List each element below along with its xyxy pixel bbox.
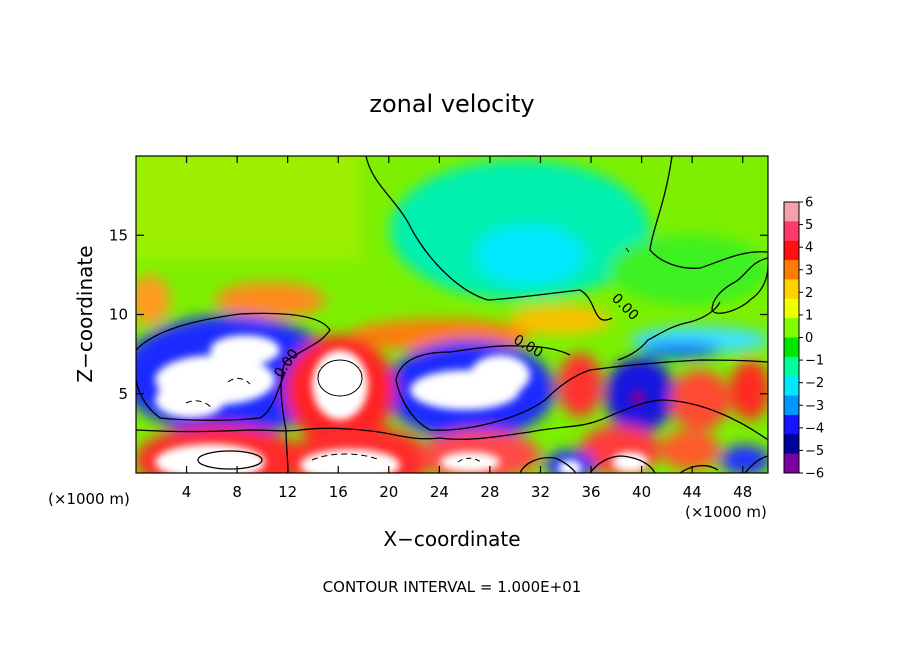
x-tick-label: 20 xyxy=(379,483,398,501)
x-axis-label: X−coordinate xyxy=(383,527,520,551)
colorbar-tick-label: −1 xyxy=(805,354,824,369)
colorbar-swatch xyxy=(784,434,799,455)
colorbar-swatch xyxy=(784,279,799,300)
colorbar-tick-label: 4 xyxy=(805,241,813,256)
x-tick-label: 4 xyxy=(182,483,192,501)
colorbar-swatch xyxy=(784,298,799,319)
colorbar-tick-label: 2 xyxy=(805,286,813,301)
x-tick-label: 48 xyxy=(733,483,752,501)
x-tick-label: 44 xyxy=(683,483,702,501)
colorbar-swatch xyxy=(784,376,799,397)
colorbar-swatch xyxy=(784,356,799,377)
x-axis-unit-right: (×1000 m) xyxy=(685,503,767,521)
colorbar-tick-label: 6 xyxy=(805,196,813,211)
x-ticks: 4 8 12 16 20 24 28 32 36 40 44 48 xyxy=(182,156,752,501)
x-tick-label: 8 xyxy=(232,483,242,501)
x-tick-label: 28 xyxy=(480,483,499,501)
colorbar-swatch xyxy=(784,240,799,261)
colorbar-tick-label: 0 xyxy=(805,331,813,346)
x-tick-label: 16 xyxy=(329,483,348,501)
colorbar-tick-label: 5 xyxy=(805,218,813,233)
y-ticks: 5 10 15 xyxy=(109,226,768,403)
chart-title: zonal velocity xyxy=(369,90,534,118)
x-tick-label: 24 xyxy=(430,483,449,501)
colorbar-swatch xyxy=(784,221,799,242)
colorbar-swatch xyxy=(784,318,799,338)
colorbar-tick-label: −4 xyxy=(805,421,824,436)
y-tick-label: 10 xyxy=(109,306,128,324)
colorbar-tick-label: −5 xyxy=(805,444,824,459)
colorbar-tick-label: −2 xyxy=(805,376,824,391)
colorbar-swatch xyxy=(784,414,799,435)
colorbar-swatch xyxy=(784,202,799,222)
colorbar-tick-label: 3 xyxy=(805,263,813,278)
x-tick-label: 36 xyxy=(581,483,600,501)
colorbar-swatch xyxy=(784,453,799,474)
colorbar-tick-label: 1 xyxy=(805,308,813,323)
x-axis-unit-left: (×1000 m) xyxy=(48,490,130,508)
colorbar-tick-label: −6 xyxy=(805,467,824,482)
x-tick-label: 40 xyxy=(632,483,651,501)
colorbar-swatch xyxy=(784,260,799,280)
colorbar-swatch xyxy=(784,337,799,358)
y-tick-label: 5 xyxy=(118,385,128,403)
contour-interval-note: CONTOUR INTERVAL = 1.000E+01 xyxy=(323,578,582,596)
y-axis-label: Z−coordinate xyxy=(73,245,97,382)
y-tick-label: 15 xyxy=(109,226,128,244)
x-tick-label: 32 xyxy=(531,483,550,501)
contour-lines xyxy=(136,156,768,473)
colorbar-swatch xyxy=(784,395,799,416)
colorbar: 6 5 4 3 2 1 0 −1 −2 −3 −4 −5 −6 xyxy=(783,196,824,482)
x-tick-label: 12 xyxy=(278,483,297,501)
colorbar-tick-label: −3 xyxy=(805,399,824,414)
heatmap-field xyxy=(136,156,768,473)
